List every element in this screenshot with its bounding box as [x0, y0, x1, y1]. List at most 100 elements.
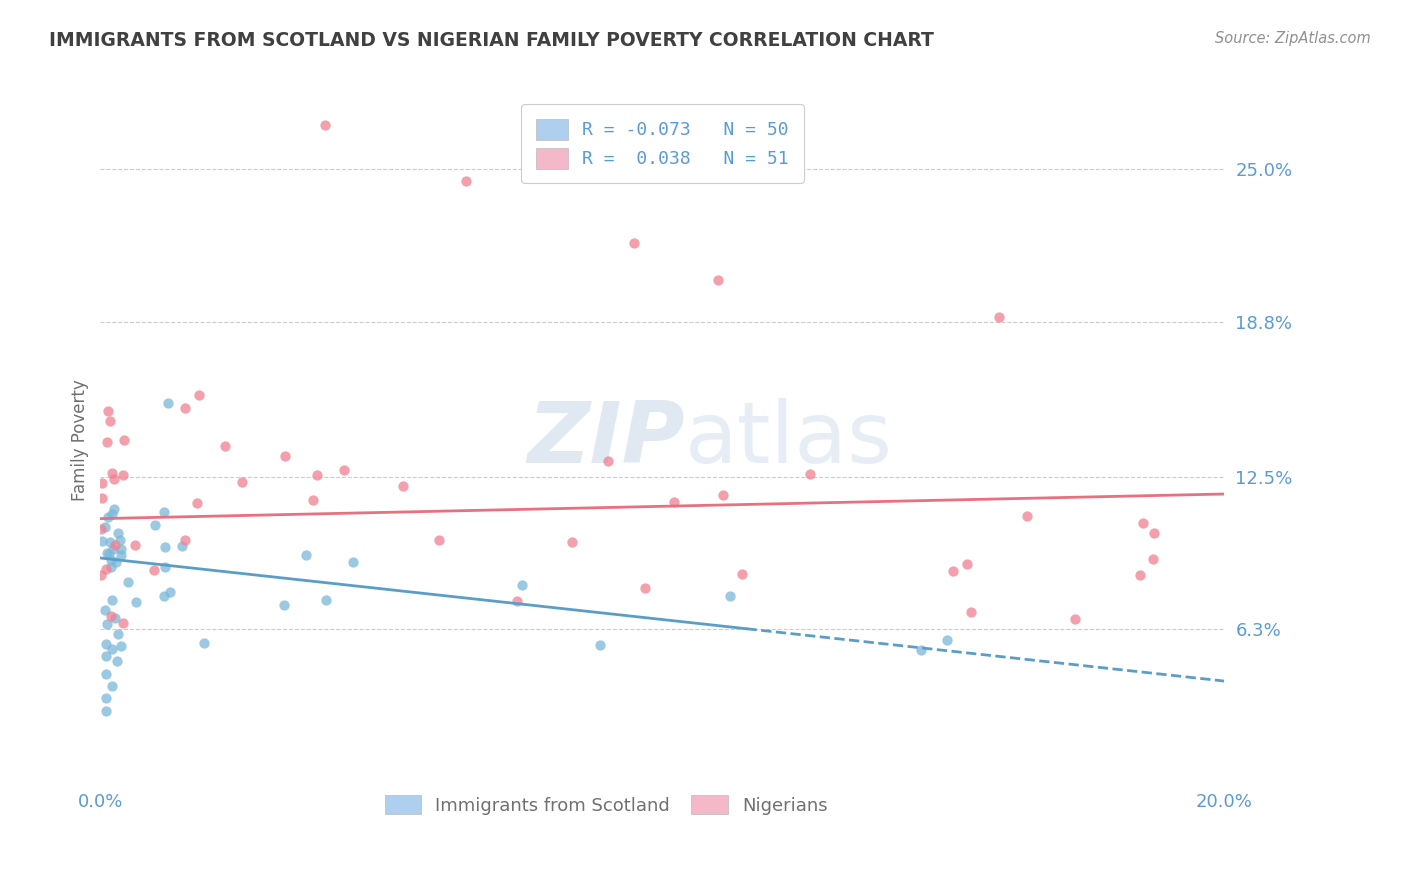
- Point: [392, 479, 415, 493]
- Point: [634, 581, 657, 595]
- Text: IMMIGRANTS FROM SCOTLAND VS NIGERIAN FAMILY POVERTY CORRELATION CHART: IMMIGRANTS FROM SCOTLAND VS NIGERIAN FAM…: [49, 31, 934, 50]
- Point: [510, 578, 533, 592]
- Point: [89, 522, 111, 536]
- Point: [117, 575, 139, 590]
- Point: [427, 533, 450, 548]
- Point: [90, 491, 112, 506]
- Point: [174, 401, 197, 416]
- Point: [159, 584, 181, 599]
- Text: ZIP: ZIP: [527, 399, 685, 482]
- Point: [90, 568, 112, 582]
- Point: [342, 555, 364, 569]
- Point: [188, 388, 211, 402]
- Point: [94, 691, 117, 706]
- Point: [186, 496, 208, 510]
- Point: [454, 174, 477, 188]
- Point: [731, 566, 754, 581]
- Point: [142, 563, 165, 577]
- Legend: Immigrants from Scotland, Nigerians: Immigrants from Scotland, Nigerians: [375, 786, 837, 823]
- Point: [101, 593, 124, 607]
- Point: [97, 509, 120, 524]
- Point: [170, 539, 193, 553]
- Point: [941, 564, 963, 578]
- Point: [718, 589, 741, 603]
- Point: [108, 533, 131, 547]
- Point: [273, 599, 295, 613]
- Point: [103, 472, 125, 486]
- Point: [94, 637, 117, 651]
- Point: [302, 493, 325, 508]
- Point: [1132, 516, 1154, 530]
- Point: [910, 643, 932, 657]
- Point: [112, 616, 135, 631]
- Point: [96, 404, 118, 418]
- Point: [193, 635, 215, 649]
- Point: [104, 611, 127, 625]
- Point: [94, 520, 117, 534]
- Point: [1142, 526, 1164, 541]
- Point: [156, 396, 179, 410]
- Point: [662, 495, 685, 509]
- Point: [124, 537, 146, 551]
- Point: [960, 605, 983, 619]
- Point: [104, 538, 127, 552]
- Text: Source: ZipAtlas.com: Source: ZipAtlas.com: [1215, 31, 1371, 46]
- Point: [295, 548, 318, 562]
- Point: [101, 466, 124, 480]
- Point: [110, 640, 132, 654]
- Point: [707, 273, 730, 287]
- Point: [274, 449, 297, 463]
- Point: [307, 468, 329, 483]
- Point: [96, 545, 118, 559]
- Point: [98, 535, 121, 549]
- Point: [231, 475, 253, 489]
- Point: [103, 502, 125, 516]
- Point: [956, 557, 979, 571]
- Point: [153, 505, 176, 519]
- Point: [107, 526, 129, 541]
- Point: [589, 638, 612, 652]
- Point: [96, 435, 118, 450]
- Point: [799, 467, 821, 481]
- Point: [315, 593, 337, 607]
- Point: [94, 704, 117, 718]
- Point: [332, 463, 354, 477]
- Point: [100, 608, 122, 623]
- Y-axis label: Family Poverty: Family Poverty: [72, 379, 89, 500]
- Point: [711, 488, 734, 502]
- Point: [1129, 568, 1152, 582]
- Point: [125, 595, 148, 609]
- Point: [100, 553, 122, 567]
- Point: [100, 679, 122, 693]
- Point: [1064, 612, 1087, 626]
- Point: [100, 508, 122, 522]
- Point: [1142, 552, 1164, 566]
- Point: [104, 555, 127, 569]
- Point: [91, 476, 114, 491]
- Point: [174, 533, 197, 548]
- Point: [561, 535, 583, 549]
- Point: [988, 310, 1011, 324]
- Point: [94, 649, 117, 664]
- Point: [100, 560, 122, 574]
- Point: [153, 540, 176, 554]
- Point: [112, 433, 135, 447]
- Point: [96, 616, 118, 631]
- Point: [935, 632, 957, 647]
- Point: [153, 560, 176, 574]
- Point: [94, 603, 117, 617]
- Point: [623, 235, 645, 250]
- Point: [98, 414, 121, 428]
- Point: [112, 468, 135, 483]
- Point: [110, 541, 132, 556]
- Point: [314, 118, 336, 132]
- Point: [94, 562, 117, 576]
- Point: [105, 654, 128, 668]
- Point: [153, 589, 176, 603]
- Point: [101, 542, 124, 557]
- Point: [107, 626, 129, 640]
- Point: [100, 642, 122, 657]
- Text: atlas: atlas: [685, 399, 893, 482]
- Point: [91, 534, 114, 549]
- Point: [596, 453, 619, 467]
